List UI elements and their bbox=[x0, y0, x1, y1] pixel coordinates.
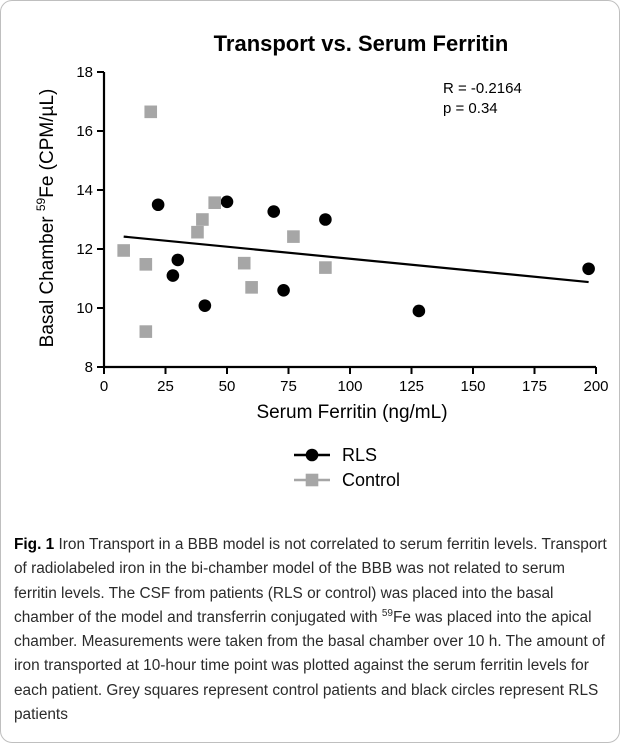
legend: RLS Control bbox=[294, 445, 400, 490]
x-tick-label: 125 bbox=[399, 378, 424, 395]
control-data-point bbox=[245, 281, 258, 294]
figure-caption: Fig. 1 Iron Transport in a BBB model is … bbox=[14, 533, 610, 727]
control-data-point bbox=[208, 196, 221, 209]
x-tick-label: 50 bbox=[219, 378, 236, 395]
data-markers bbox=[117, 105, 595, 338]
legend-label-rls: RLS bbox=[342, 445, 377, 465]
chart-title: Transport vs. Serum Ferritin bbox=[214, 31, 509, 56]
rls-data-point bbox=[319, 213, 332, 226]
rls-data-point bbox=[267, 205, 281, 218]
x-tick-label: 75 bbox=[280, 378, 297, 395]
y-tick-label: 14 bbox=[76, 182, 93, 199]
legend-label-control: Control bbox=[342, 470, 400, 490]
control-data-point bbox=[196, 213, 209, 226]
annotation-r: R = -0.2164 bbox=[443, 80, 522, 97]
rls-data-point bbox=[198, 299, 212, 312]
x-tick-label: 0 bbox=[100, 378, 108, 395]
legend-control-marker bbox=[305, 473, 319, 487]
y-tick-label: 12 bbox=[76, 241, 93, 258]
scatter-chart: Transport vs. Serum Ferritin Basal Chamb… bbox=[34, 31, 609, 490]
legend-rls-marker bbox=[305, 448, 319, 462]
x-tick-label: 25 bbox=[157, 378, 174, 395]
control-data-point bbox=[144, 105, 158, 119]
regression-line bbox=[123, 235, 589, 284]
y-axis-label-suffix: Fe (CPM/µL) bbox=[37, 89, 58, 198]
y-tick-label: 8 bbox=[85, 359, 93, 376]
x-tick-label: 150 bbox=[460, 378, 485, 395]
y-axis-label: Basal Chamber 59Fe (CPM/µL) bbox=[34, 89, 58, 348]
control-data-point bbox=[237, 256, 251, 270]
caption-text-part2: Fe was placed into the apical chamber. M… bbox=[14, 608, 605, 724]
control-data-point bbox=[191, 225, 204, 239]
x-tick-label: 100 bbox=[337, 378, 362, 395]
x-tick-label: 200 bbox=[583, 378, 608, 395]
rls-data-point bbox=[412, 304, 426, 318]
control-data-point bbox=[287, 230, 300, 243]
annotation-p: p = 0.34 bbox=[443, 100, 498, 117]
y-axis-label-prefix: Basal Chamber bbox=[37, 211, 58, 347]
rls-data-point bbox=[277, 284, 290, 297]
x-axis-label: Serum Ferritin (ng/mL) bbox=[256, 402, 447, 423]
svg-text:Basal Chamber 59Fe (CPM/µL): Basal Chamber 59Fe (CPM/µL) bbox=[34, 89, 58, 348]
axes bbox=[97, 71, 597, 374]
tick-labels: 0 25 50 75 100 125 150 175 200 8 10 12 14 16 18 bbox=[76, 64, 608, 395]
control-data-point bbox=[117, 244, 130, 257]
caption-text-part1: Iron Transport in a BBB model is not cor… bbox=[14, 536, 607, 626]
caption-sup: 59 bbox=[381, 607, 393, 619]
control-data-point bbox=[319, 261, 332, 274]
rls-data-point bbox=[151, 198, 165, 212]
figure-frame bbox=[0, 0, 620, 743]
rls-data-point bbox=[171, 253, 185, 267]
y-tick-label: 10 bbox=[76, 300, 93, 317]
control-data-point bbox=[139, 258, 153, 271]
rls-data-point bbox=[220, 195, 234, 209]
rls-data-point bbox=[582, 262, 595, 276]
rls-data-point bbox=[166, 269, 180, 282]
x-tick-label: 175 bbox=[522, 378, 547, 395]
regression-line-group bbox=[123, 235, 589, 284]
control-data-point bbox=[139, 325, 153, 338]
y-tick-label: 18 bbox=[76, 64, 93, 81]
y-tick-label: 16 bbox=[76, 123, 93, 140]
y-axis-label-sup: 59 bbox=[34, 197, 48, 211]
caption-label: Fig. 1 bbox=[14, 536, 55, 553]
